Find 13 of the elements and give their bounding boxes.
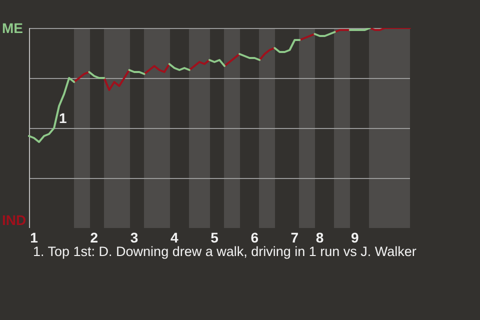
x-tick-label: 2 [90, 229, 98, 246]
x-tick-label: 9 [350, 229, 359, 246]
x-tick-label: 6 [250, 229, 259, 246]
annotation: 1 [59, 110, 67, 126]
x-tick-label: 8 [316, 229, 324, 246]
x-tick-label: 3 [130, 229, 138, 246]
x-tick-label: 4 [170, 229, 178, 246]
text: IND [2, 212, 26, 228]
x-tick-label: 7 [290, 229, 299, 246]
x-tick-label: 5 [210, 229, 219, 246]
text: 1. Top 1st: D. Downing drew a walk, driving in 1 run vs J. Walker [33, 244, 416, 259]
text: ME [2, 20, 23, 36]
x-tick-label: 1 [30, 229, 38, 246]
